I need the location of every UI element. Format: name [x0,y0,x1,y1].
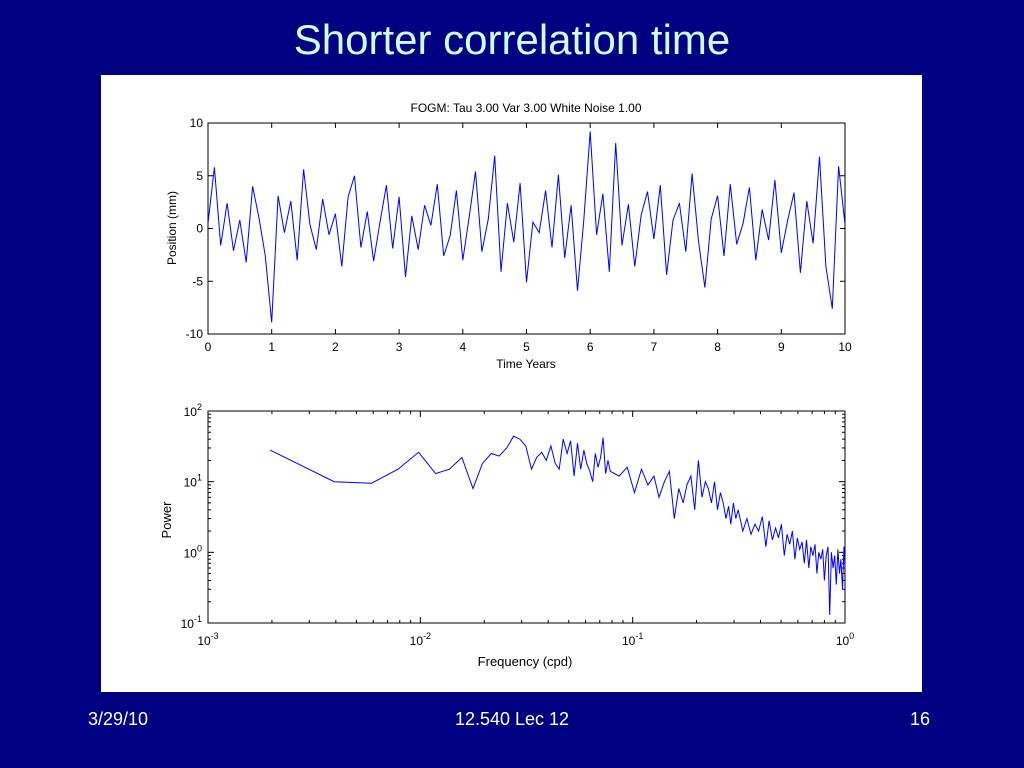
chart1-plot-frame [207,122,846,335]
chart2-ytick-label: 102 [184,402,202,419]
chart1-xtick-label: 7 [651,340,658,354]
chart2-xtick-label: 10-2 [410,631,431,648]
chart1-xtick-label: 8 [714,340,721,354]
chart2-xtick-label-base: 10 [622,634,636,648]
chart1-xtick-label: 2 [332,340,339,354]
chart1-xtick-label: 0 [205,340,212,354]
slide-title: Shorter correlation time [293,16,731,63]
chart2-ytick-label: 10-1 [181,614,202,631]
chart2-ytick-label-exponent: 2 [197,402,202,412]
chart1-ylabel: Position (mm) [165,191,179,265]
chart2-plot-frame [207,410,846,624]
chart2-xtick-label: 10-3 [197,631,218,648]
chart1-xtick-label: 4 [459,340,466,354]
chart1-xtick-label: 9 [778,340,785,354]
chart1-ytick-label: -10 [186,327,204,341]
chart2-xtick-label-base: 10 [410,634,424,648]
chart2-xtick-label-exponent: 0 [849,631,854,641]
chart2-ytick-label-exponent: 0 [197,543,202,553]
chart2-xtick-label: 100 [836,631,854,648]
footer-page-number: 16 [910,709,931,729]
chart1-ytick-label: 10 [190,116,204,130]
chart1-xtick-label: 6 [587,340,594,354]
chart1-xtick-label: 3 [396,340,403,354]
chart1-ytick-label: 0 [196,222,203,236]
chart2-ytick-label-exponent: 1 [197,473,202,483]
chart1-ytick-label: 5 [196,169,203,183]
chart1-xtick-label: 5 [523,340,530,354]
chart2-ytick-label-base: 10 [184,546,198,560]
chart1-ytick-label: -5 [192,274,203,288]
footer-course: 12.540 Lec 12 [454,709,570,729]
chart2-xlabel: Frequency (cpd) [478,654,573,669]
chart2-ytick-label-base: 10 [181,617,195,631]
chart2-ytick-label-base: 10 [184,405,198,419]
chart2-series-line [269,435,846,615]
chart1-xtick-label: 10 [838,340,852,354]
footer-date: 3/29/10 [88,709,149,729]
figure-panel: 0 1 2 3 4 5 6 7 8 9 10 10 5 0 -5 -10 FOGM: Tau 3.00 Var … [101,75,922,692]
chart2-xtick-label-exponent: -1 [635,631,643,641]
chart2-ytick-label-base: 10 [184,476,198,490]
chart1-xlabel: Time Years [496,357,556,371]
chart2-xtick-label-base: 10 [197,634,211,648]
chart2-ytick-label-exponent: -1 [194,614,202,624]
chart2-ylabel: Power [159,501,174,539]
chart2-xtick-label-exponent: -3 [211,631,219,641]
chart2-ytick-label: 101 [184,473,202,490]
chart2-xtick-label-base: 10 [836,634,850,648]
chart1-xtick-label: 1 [268,340,275,354]
chart2-xtick-label-exponent: -2 [423,631,431,641]
chart1-series-line [207,131,846,323]
chart1-title: FOGM: Tau 3.00 Var 3.00 White Noise 1.00 [411,101,642,115]
chart2-ytick-label: 100 [184,543,202,560]
chart2-xtick-label: 10-1 [622,631,643,648]
